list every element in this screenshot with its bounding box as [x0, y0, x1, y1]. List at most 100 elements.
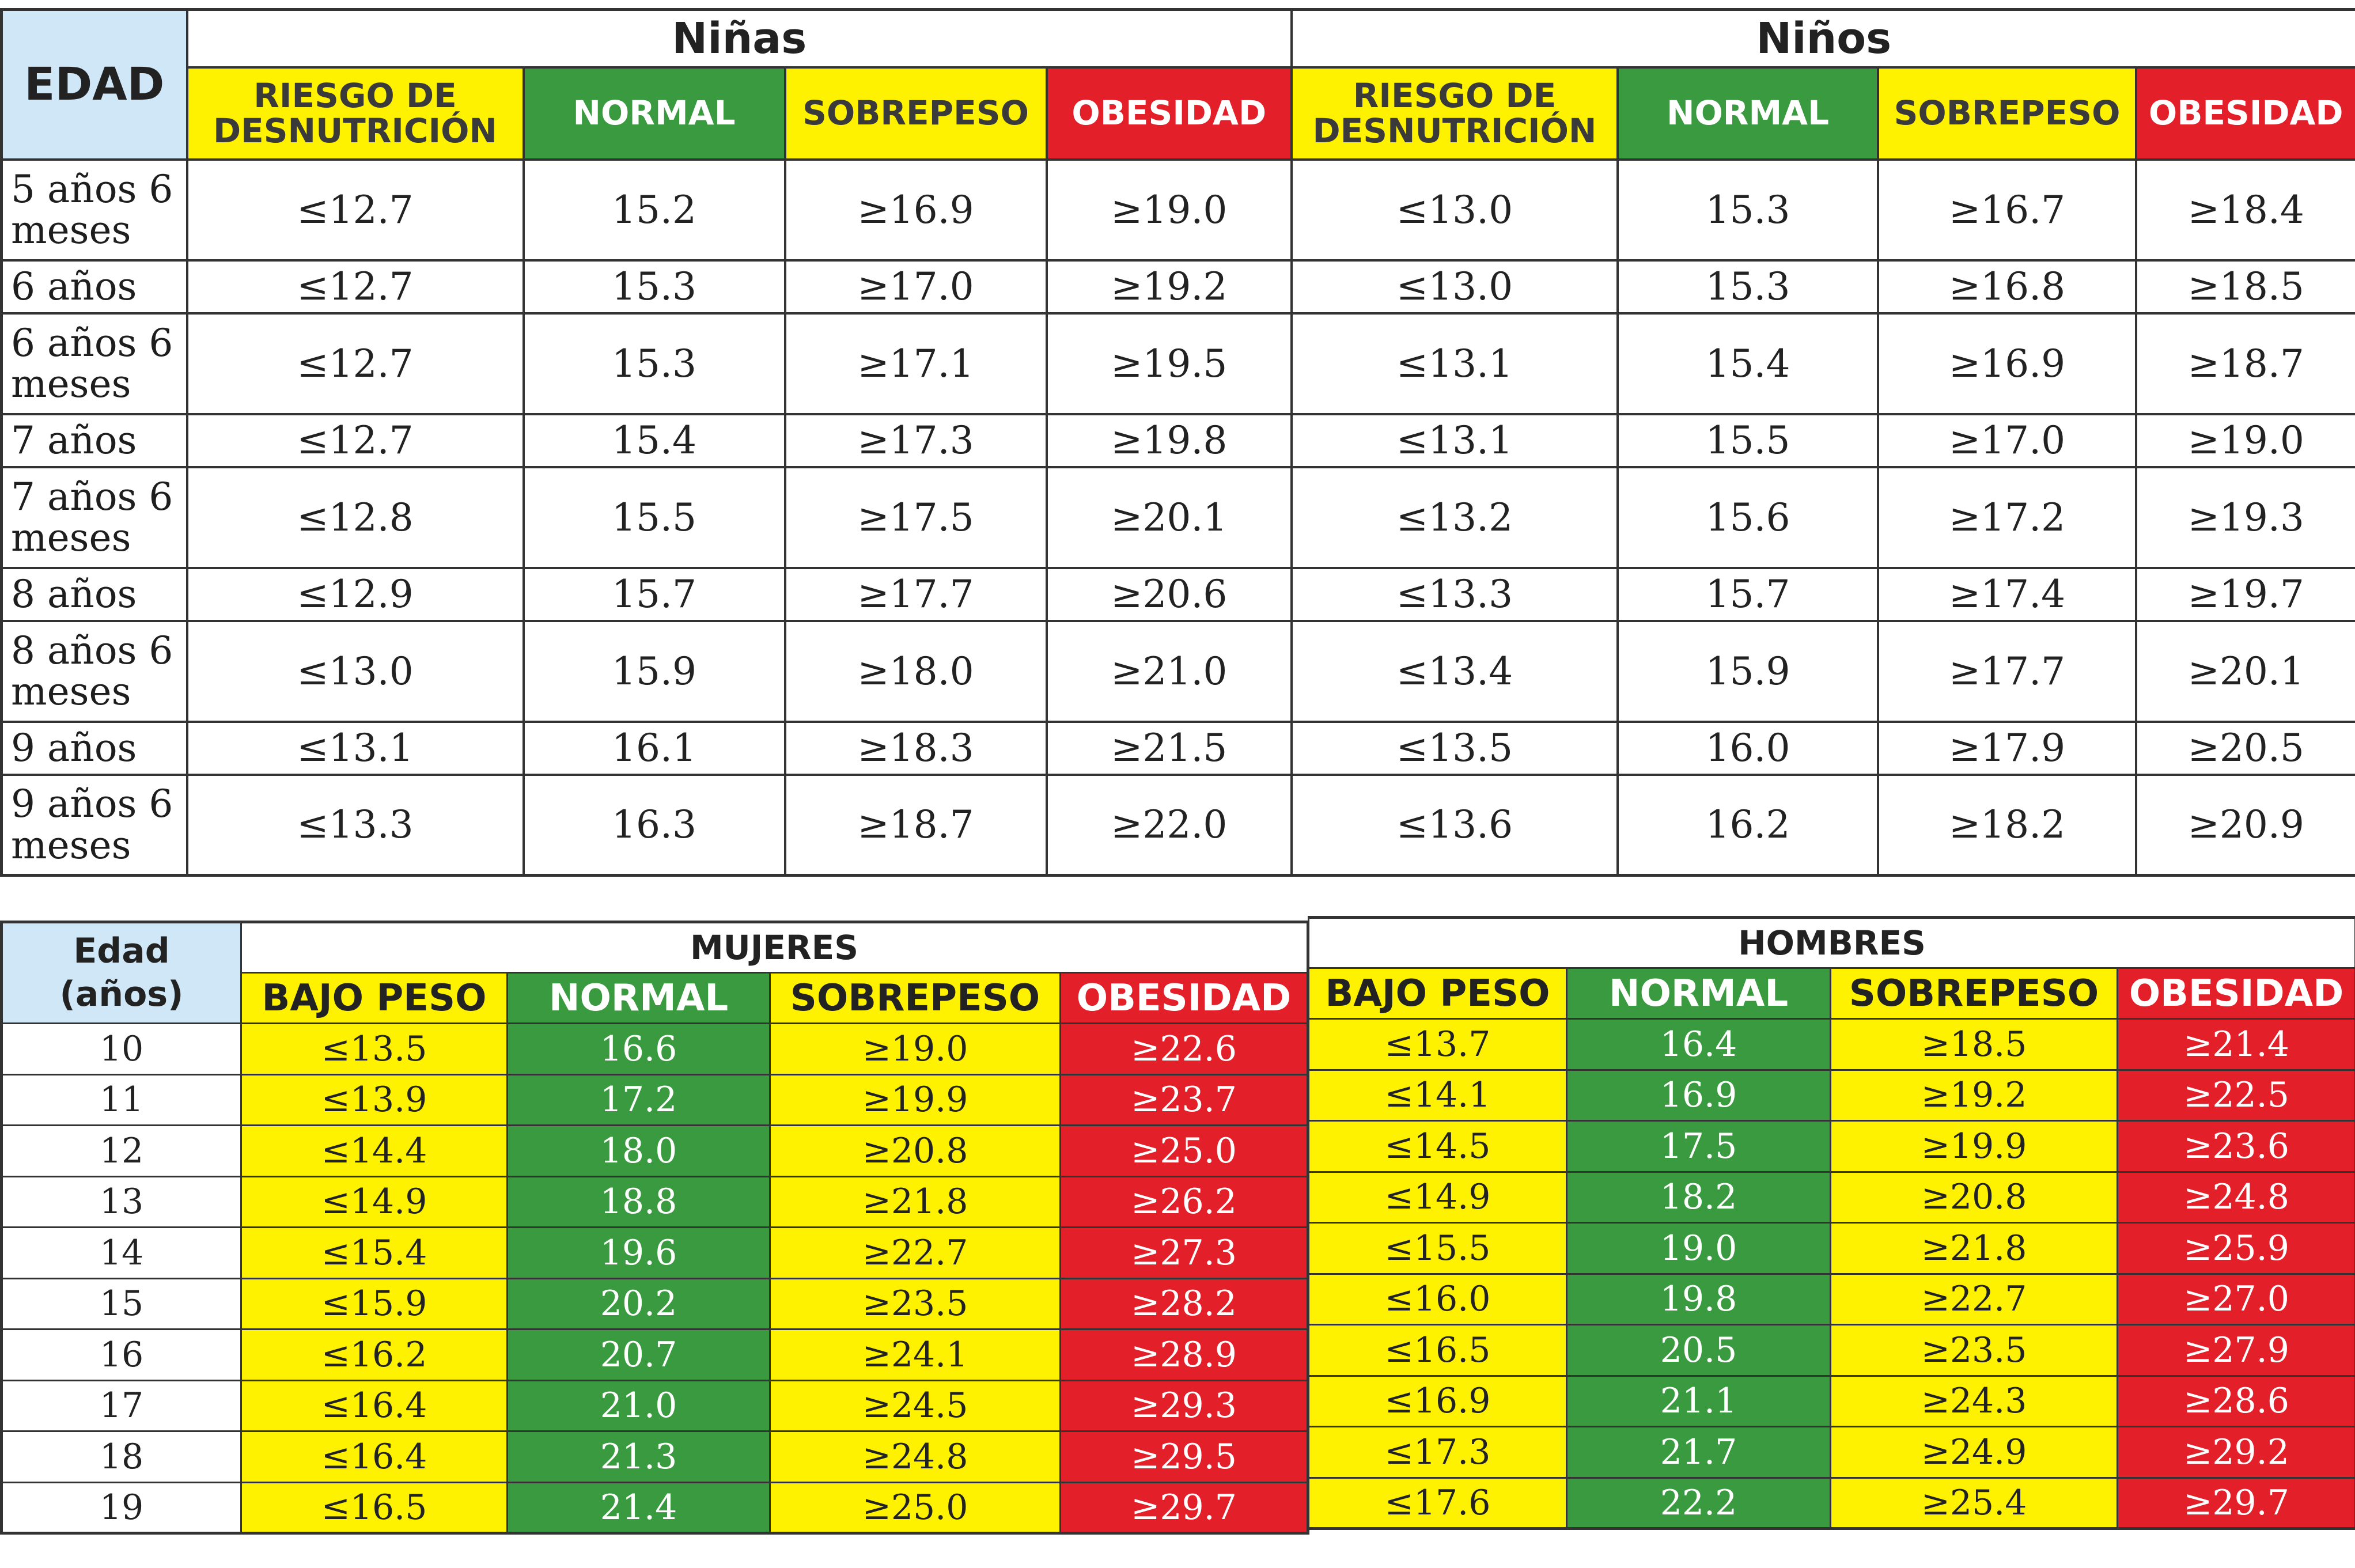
table-row: 7 años 6 meses ≤12.8 15.5 ≥17.5 ≥20.1: [0, 465, 1293, 569]
normal-value: 20.5: [1566, 1324, 1831, 1377]
age-cell: 18: [1, 1430, 242, 1483]
overweight-value: ≥24.5: [769, 1379, 1061, 1432]
overweight-value: ≥16.9: [1877, 312, 2137, 415]
obesity-value: ≥28.6: [2116, 1374, 2355, 1427]
boys-rows: ≤13.0 15.3 ≥16.7 ≥18.4 ≤13.0 15.3 ≥16.8 ≥18.5 ≤1…: [1290, 158, 2355, 877]
risk-value: ≤17.3: [1308, 1426, 1568, 1479]
header-obesity: OBESIDAD: [1045, 66, 1293, 161]
header-obesity: OBESIDAD: [2116, 967, 2355, 1020]
header-overweight: SOBREPESO: [783, 66, 1048, 161]
age-cell: 10: [1, 1022, 242, 1075]
normal-value: 15.6: [1616, 465, 1879, 569]
risk-value: ≤12.7: [185, 158, 525, 262]
overweight-value: ≥17.7: [783, 566, 1048, 622]
girls-rows: 5 años 6 meses ≤12.7 15.2 ≥16.9 ≥19.0 6 años ≤…: [0, 158, 1293, 877]
risk-value: ≤13.0: [1290, 158, 1619, 262]
normal-value: 15.7: [522, 566, 786, 622]
obesity-value: ≥21.4: [2116, 1018, 2355, 1071]
normal-value: 17.2: [506, 1073, 771, 1126]
normal-value: 20.2: [506, 1277, 771, 1330]
risk-value: ≤16.0: [1308, 1272, 1568, 1325]
header-underweight: BAJO PESO: [240, 972, 508, 1024]
women-title: MUJERES: [240, 921, 1309, 974]
normal-value: 15.9: [522, 619, 786, 723]
overweight-value: ≥16.8: [1877, 259, 2137, 315]
risk-value: ≤13.7: [1308, 1018, 1568, 1071]
normal-value: 21.3: [506, 1430, 771, 1483]
obesity-value: ≥23.6: [2116, 1120, 2355, 1173]
risk-value: ≤15.5: [1308, 1222, 1568, 1275]
risk-value: ≤14.4: [240, 1124, 508, 1177]
obesity-value: ≥20.1: [1045, 465, 1293, 569]
table-row: ≤16.9 21.1 ≥24.3 ≥28.6: [1308, 1374, 2355, 1427]
table-row: ≤13.0 15.3 ≥16.8 ≥18.5: [1290, 259, 2355, 315]
obesity-value: ≥18.4: [2135, 158, 2355, 262]
table-row: 7 años ≤12.7 15.4 ≥17.3 ≥19.8: [0, 412, 1293, 468]
obesity-value: ≥28.2: [1059, 1277, 1309, 1330]
risk-value: ≤16.9: [1308, 1374, 1568, 1427]
obesity-value: ≥18.5: [2135, 259, 2355, 315]
table-row: ≤16.0 19.8 ≥22.7 ≥27.0: [1308, 1272, 2355, 1325]
header-normal: NORMAL: [1616, 66, 1879, 161]
overweight-value: ≥17.0: [783, 259, 1048, 315]
risk-value: ≤16.2: [240, 1328, 508, 1381]
overweight-value: ≥17.4: [1877, 566, 2137, 622]
table-row: ≤13.3 15.7 ≥17.4 ≥19.7: [1290, 566, 2355, 622]
risk-value: ≤13.0: [185, 619, 525, 723]
obesity-value: ≥27.3: [1059, 1226, 1309, 1279]
normal-value: 18.0: [506, 1124, 771, 1177]
overweight-value: ≥17.3: [783, 412, 1048, 468]
overweight-value: ≥22.7: [769, 1226, 1061, 1279]
age-cell: 8 años 6 meses: [0, 619, 188, 723]
normal-value: 21.0: [506, 1379, 771, 1432]
overweight-value: ≥23.5: [769, 1277, 1061, 1330]
overweight-value: ≥22.7: [1830, 1272, 2118, 1325]
obesity-value: ≥22.5: [2116, 1069, 2355, 1122]
obesity-value: ≥20.1: [2135, 619, 2355, 723]
overweight-value: ≥24.3: [1830, 1374, 2118, 1427]
overweight-value: ≥21.8: [1830, 1222, 2118, 1275]
risk-value: ≤12.8: [185, 465, 525, 569]
normal-value: 19.8: [1566, 1272, 1831, 1325]
overweight-value: ≥19.9: [769, 1073, 1061, 1126]
obesity-value: ≥19.0: [2135, 412, 2355, 468]
table-row: ≤13.7 16.4 ≥18.5 ≥21.4: [1308, 1018, 2355, 1071]
obesity-value: ≥29.3: [1059, 1379, 1309, 1432]
normal-value: 16.3: [522, 773, 786, 877]
age-cell: 7 años 6 meses: [0, 465, 188, 569]
table-row: ≤13.6 16.2 ≥18.2 ≥20.9: [1290, 773, 2355, 877]
table-row: 16 ≤16.2 20.7 ≥24.1 ≥28.9: [1, 1328, 1309, 1381]
risk-value: ≤13.5: [240, 1022, 508, 1075]
risk-value: ≤14.9: [240, 1175, 508, 1228]
women-rows: 10 ≤13.5 16.6 ≥19.0 ≥22.6 11 ≤13.9 17.2 ≥19.9 ≥23…: [1, 1022, 1309, 1534]
table-row: ≤15.5 19.0 ≥21.8 ≥25.9: [1308, 1222, 2355, 1275]
age-cell: 17: [1, 1379, 242, 1432]
normal-value: 15.3: [1616, 158, 1879, 262]
women-bmi-table: Edad (años) MUJERES BAJO PESO NORMAL SOB…: [0, 921, 1310, 1535]
normal-value: 16.0: [1616, 720, 1879, 776]
men-title: HOMBRES: [1307, 916, 2355, 969]
age-header-line1: Edad: [73, 931, 170, 971]
table-row: ≤14.5 17.5 ≥19.9 ≥23.6: [1308, 1120, 2355, 1173]
age-cell: 5 años 6 meses: [0, 158, 188, 262]
age-cell: 6 años: [0, 259, 188, 315]
overweight-value: ≥18.7: [783, 773, 1048, 877]
girls-bmi-table: EDAD Niñas RIESGO DE DESNUTRICIÓN NORMAL…: [0, 8, 1294, 877]
obesity-value: ≥22.0: [1045, 773, 1293, 877]
normal-value: 16.6: [506, 1022, 771, 1075]
obesity-value: ≥19.8: [1045, 412, 1293, 468]
obesity-value: ≥29.7: [1059, 1481, 1309, 1534]
girls-title: Niñas: [185, 8, 1293, 69]
overweight-value: ≥21.8: [769, 1175, 1061, 1228]
header-normal: NORMAL: [506, 972, 771, 1024]
obesity-value: ≥20.5: [2135, 720, 2355, 776]
table-row: ≤13.0 15.3 ≥16.7 ≥18.4: [1290, 158, 2355, 262]
table-row: 9 años 6 meses ≤13.3 16.3 ≥18.7 ≥22.0: [0, 773, 1293, 877]
overweight-value: ≥20.8: [769, 1124, 1061, 1177]
normal-value: 16.2: [1616, 773, 1879, 877]
obesity-value: ≥24.8: [2116, 1171, 2355, 1224]
risk-value: ≤13.5: [1290, 720, 1619, 776]
overweight-value: ≥24.8: [769, 1430, 1061, 1483]
boys-bmi-table: Niños RIESGO DE DESNUTRICIÓN NORMAL SOBR…: [1290, 8, 2355, 877]
overweight-value: ≥17.7: [1877, 619, 2137, 723]
